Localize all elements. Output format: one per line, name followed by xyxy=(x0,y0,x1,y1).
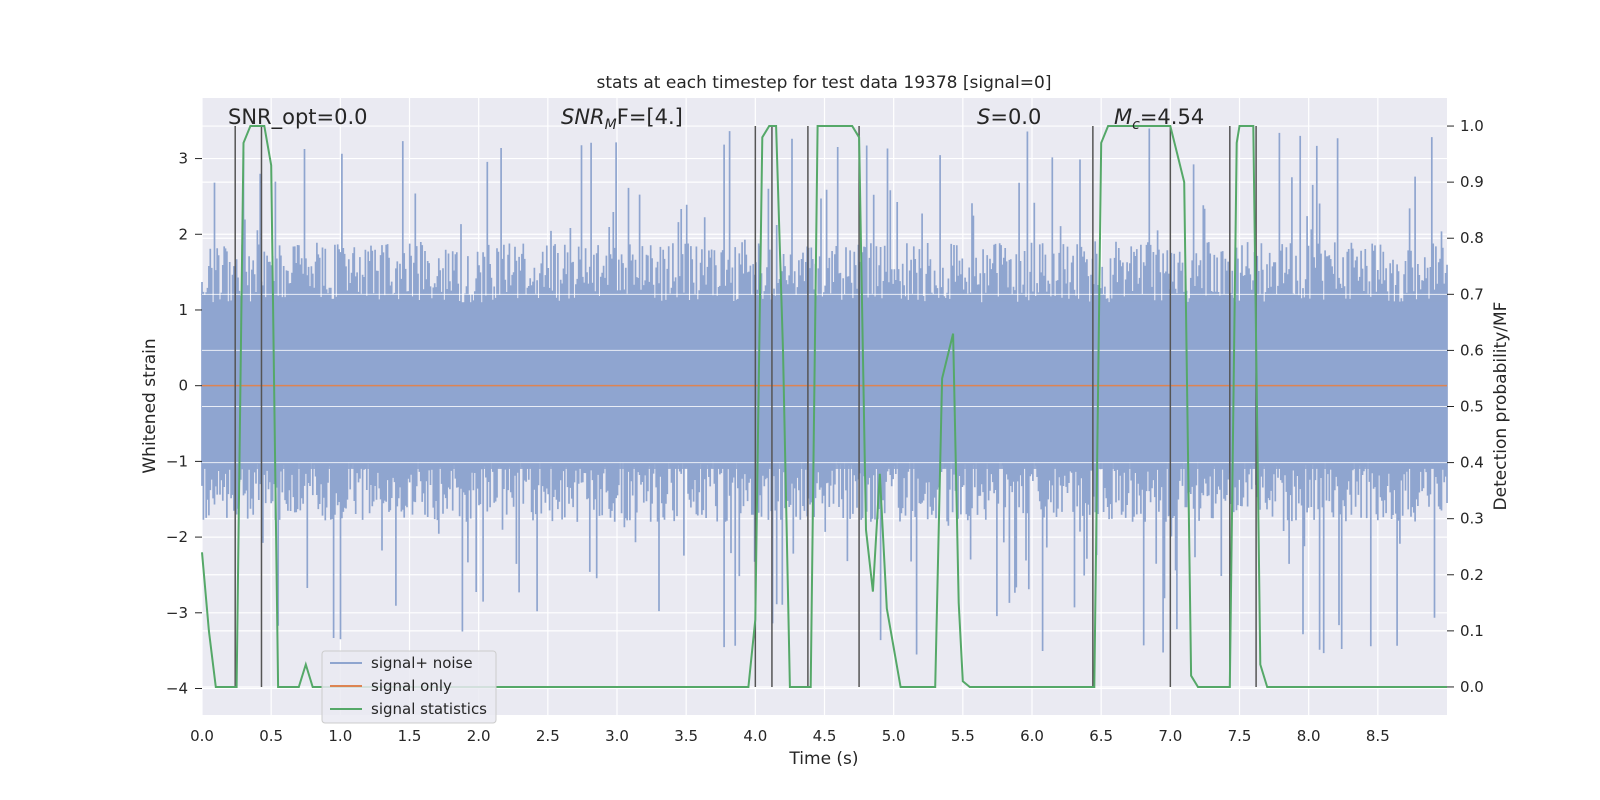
annotation-s: S=0.0 xyxy=(977,105,1041,129)
x-tick-label: 0.0 xyxy=(190,727,214,745)
x-tick-label: 1.5 xyxy=(398,727,422,745)
x-tick-label: 7.0 xyxy=(1158,727,1182,745)
y-left-tick-label: −1 xyxy=(166,452,188,470)
x-tick-label: 4.0 xyxy=(743,727,767,745)
y-right-tick-label: 0.5 xyxy=(1460,398,1484,416)
y-left-tick-label: −3 xyxy=(166,604,188,622)
x-tick-label: 2.5 xyxy=(536,727,560,745)
signal-statistics-trace xyxy=(201,125,1447,688)
x-tick-label: 5.5 xyxy=(951,727,975,745)
y-left-tick-label: 2 xyxy=(178,225,188,243)
y-right-tick-label: 1.0 xyxy=(1460,117,1484,135)
annotation-mc: Mc=4.54 xyxy=(1114,105,1204,133)
y-left-tick-label: 1 xyxy=(178,301,188,319)
y-right-tick-label: 0.7 xyxy=(1460,285,1484,303)
legend-label-noise: signal+ noise xyxy=(371,654,473,672)
y-left-tick-label: −2 xyxy=(166,528,188,546)
x-tick-label: 0.5 xyxy=(259,727,283,745)
left-y-axis-ticks: −4 −3 −2 −1 0 1 2 3 xyxy=(166,150,202,698)
annotation-mc-main: M xyxy=(1114,105,1132,129)
annotation-snr-mf: SNRMF=[4.] xyxy=(561,105,683,133)
legend: signal+ noise signal only signal statist… xyxy=(321,650,497,724)
annotation-mc-rest: =4.54 xyxy=(1140,105,1204,129)
y-left-tick-label: 0 xyxy=(178,377,188,395)
x-tick-label: 5.0 xyxy=(882,727,906,745)
y-right-tick-label: 0.2 xyxy=(1460,566,1484,584)
right-y-axis-label: Detection probability/MF xyxy=(1491,302,1511,511)
y-right-tick-label: 0.4 xyxy=(1460,454,1484,472)
x-tick-label: 1.0 xyxy=(328,727,352,745)
annotation-snr-mf-sub: M xyxy=(605,117,617,133)
y-left-tick-label: −4 xyxy=(166,680,188,698)
annotation-s-rest: =0.0 xyxy=(990,105,1041,129)
y-right-tick-label: 0.6 xyxy=(1460,341,1484,359)
y-left-tick-label: 3 xyxy=(178,150,188,168)
left-y-axis-label: Whitened strain xyxy=(140,338,160,473)
signal-statistics-line xyxy=(201,125,1447,688)
x-tick-label: 6.5 xyxy=(1089,727,1113,745)
y-right-tick-label: 0.8 xyxy=(1460,229,1484,247)
x-tick-label: 8.5 xyxy=(1366,727,1390,745)
x-tick-label: 4.5 xyxy=(813,727,837,745)
legend-label-statistics: signal statistics xyxy=(371,700,487,718)
x-tick-label: 3.0 xyxy=(605,727,629,745)
x-tick-label: 7.5 xyxy=(1228,727,1252,745)
y-right-tick-label: 0.0 xyxy=(1460,678,1484,696)
x-tick-label: 6.0 xyxy=(1020,727,1044,745)
x-tick-label: 2.0 xyxy=(467,727,491,745)
legend-label-signal-only: signal only xyxy=(371,677,452,695)
annotation-snr-opt: SNR_opt=0.0 xyxy=(228,105,368,130)
annotation-snr-mf-main: SNR xyxy=(561,105,605,129)
x-axis-ticks: 0.0 0.5 1.0 1.5 2.0 2.5 3.0 3.5 4.0 4.5 5.0 5.5 6.0 6… xyxy=(190,727,1390,745)
x-tick-label: 8.0 xyxy=(1297,727,1321,745)
y-right-tick-label: 0.3 xyxy=(1460,510,1484,528)
x-tick-label: 3.5 xyxy=(674,727,698,745)
y-right-tick-label: 0.1 xyxy=(1460,622,1484,640)
annotation-s-main: S xyxy=(977,105,990,129)
right-y-axis-ticks: 0.0 0.1 0.2 0.3 0.4 0.5 0.6 0.7 0.8 0.9 1.0 xyxy=(1447,117,1484,696)
y-right-tick-label: 0.9 xyxy=(1460,173,1484,191)
legend-box xyxy=(321,650,497,724)
annotation-mc-sub: c xyxy=(1132,117,1140,133)
chart-title: stats at each timestep for test data 193… xyxy=(597,73,1052,93)
x-axis-label: Time (s) xyxy=(788,749,858,769)
annotation-snr-mf-rest: F=[4.] xyxy=(617,105,683,129)
